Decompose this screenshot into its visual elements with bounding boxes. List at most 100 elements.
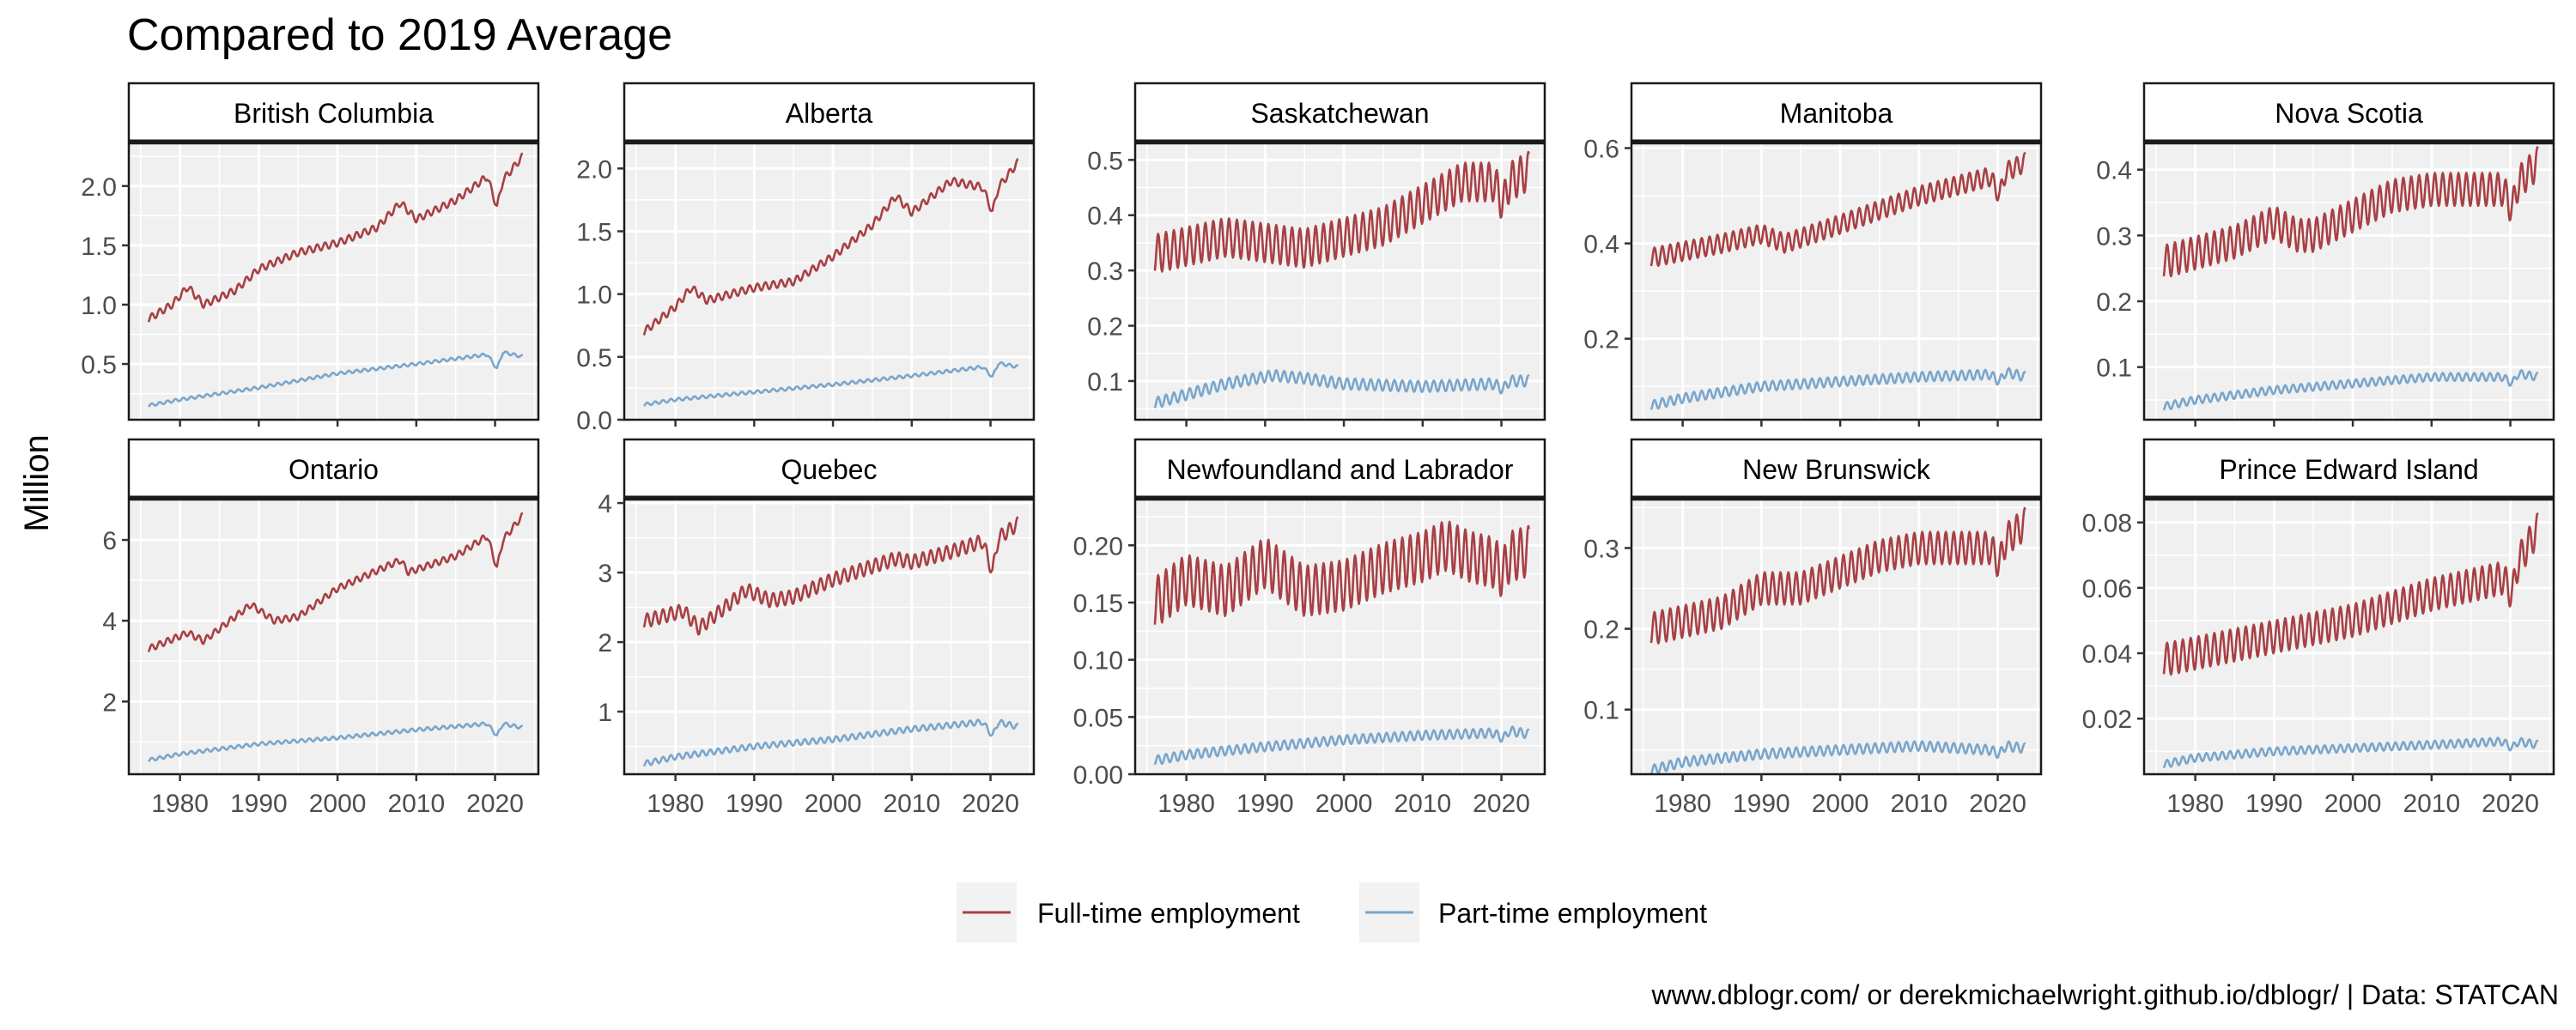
y-tick-label: 0.05 [1073,704,1123,732]
x-tick-label: 1980 [1654,790,1711,818]
y-tick-label: 0.6 [1583,136,1619,164]
part-time-series-line [1649,740,2026,775]
y-tick-label: 4 [598,490,612,518]
y-tick-label: 6 [102,527,117,555]
x-tick-label: 1980 [1157,790,1215,818]
part-time-series-line [1153,369,1530,409]
facet-strip-label: Nova Scotia [2275,98,2423,129]
y-tick-label: 0.2 [1583,616,1619,645]
x-tick-label: 1980 [647,790,704,818]
part-time-series-line [1153,725,1530,766]
x-tick-label: 2000 [805,790,862,818]
part-time-series-line [2162,736,2539,769]
part-time-series-line [147,721,524,763]
full-time-series-line [2162,512,2539,676]
panel-background [2144,143,2554,420]
y-tick-label: 0.5 [81,351,117,379]
y-tick-label: 0.4 [2096,157,2132,185]
y-tick-label: 0.10 [1073,647,1123,676]
facet-panel [1128,82,1546,427]
full-time-series-line [642,516,1019,636]
facet-strip [623,82,1036,143]
y-tick-label: 0.02 [2082,706,2132,734]
y-tick-label: 1.5 [81,233,117,261]
y-tick-label: 0.00 [1073,761,1123,790]
y-tick-label: 0.3 [2096,222,2132,251]
facet-strip [2142,82,2555,143]
full-time-series-line [147,152,524,323]
facet-strip-label: Alberta [786,98,873,129]
y-axis-label: Million [18,434,56,531]
legend-label: Part-time employment [1438,898,1707,929]
x-tick-label: 1990 [230,790,288,818]
x-tick-label: 2010 [1394,790,1451,818]
y-tick-label: 0.1 [1087,368,1123,397]
x-tick-label: 1990 [2245,790,2303,818]
y-tick-label: 0.1 [1583,697,1619,725]
y-tick-label: 1.0 [81,292,117,320]
y-tick-label: 3 [598,560,612,588]
facet-panel [122,438,540,781]
full-time-series-line [1153,150,1530,273]
facet-strip-label: Prince Edward Island [2219,454,2478,485]
part-time-series-line [642,718,1019,767]
full-time-series-line [1649,152,2026,267]
y-tick-label: 1.0 [576,282,612,310]
x-tick-label: 2010 [387,790,445,818]
facet-panel [1128,438,1546,781]
x-tick-label: 2010 [2403,790,2460,818]
facet-panel [617,438,1036,781]
y-tick-label: 1 [598,699,612,727]
facet-panel [122,82,540,427]
x-tick-label: 1990 [1236,790,1294,818]
facet-strip-label: New Brunswick [1742,454,1931,485]
x-tick-label: 1980 [151,790,209,818]
x-tick-label: 2000 [1812,790,1869,818]
part-time-series-line [1649,367,2026,410]
facet-panel [2137,438,2555,781]
y-tick-label: 2 [598,629,612,657]
y-tick-label: 0.08 [2082,510,2132,538]
facet-strip [2142,438,2555,500]
facet-strip-label: Quebec [781,454,877,485]
chart-title: Compared to 2019 Average [127,10,672,60]
y-tick-label: 0.3 [1087,258,1123,286]
panel-background [2144,500,2554,774]
panel-background [624,143,1034,420]
part-time-series-line [148,350,524,408]
y-tick-label: 2.0 [81,173,117,202]
x-tick-label: 2000 [1315,790,1373,818]
y-tick-label: 0.04 [2082,640,2132,669]
legend-label: Full-time employment [1037,898,1300,929]
x-tick-label: 2010 [883,790,940,818]
facet-panel [617,82,1036,427]
legend [957,882,1419,942]
y-tick-label: 0.15 [1073,590,1123,618]
y-tick-label: 0.0 [576,407,612,435]
facet-strip [127,438,540,500]
y-tick-label: 0.2 [2096,288,2132,317]
x-tick-label: 2020 [962,790,1019,818]
facet-strip-label: British Columbia [234,98,434,129]
part-time-series-line [2162,369,2539,411]
y-tick-label: 0.3 [1583,535,1619,563]
y-tick-label: 1.5 [576,218,612,246]
x-tick-label: 1980 [2166,790,2224,818]
y-tick-label: 0.20 [1073,532,1123,560]
facet-strip-label: Manitoba [1780,98,1893,129]
facet-strip [1133,82,1546,143]
x-tick-label: 2010 [1890,790,1947,818]
facet-panel [1625,82,2043,427]
y-tick-label: 0.5 [1087,147,1123,175]
full-time-series-line [1649,506,2026,645]
y-tick-label: 2.0 [576,155,612,184]
x-tick-label: 2000 [309,790,367,818]
full-time-series-line [642,157,1019,336]
y-tick-label: 0.4 [1087,203,1123,231]
y-tick-label: 0.2 [1087,313,1123,342]
full-time-series-line [1153,520,1530,625]
part-time-series-line [643,360,1019,407]
y-tick-label: 0.5 [576,344,612,373]
y-tick-label: 0.06 [2082,575,2132,603]
